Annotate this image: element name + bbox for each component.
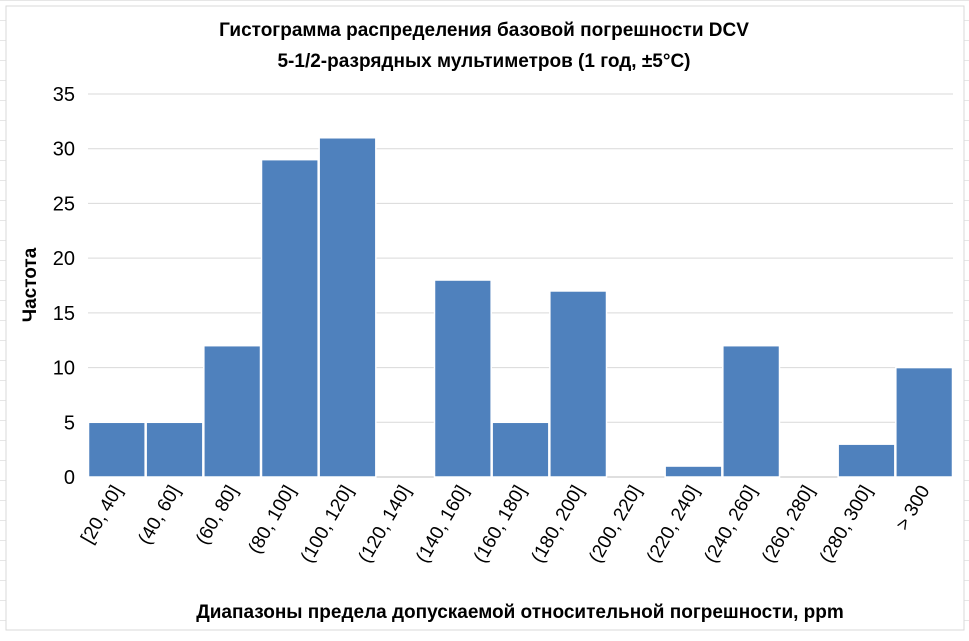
bar (491, 421, 550, 478)
bar (895, 366, 954, 478)
bar (549, 290, 608, 478)
bars (87, 137, 954, 478)
bar (722, 344, 781, 478)
y-tick-labels: 0 5 10 15 20 25 30 35 (53, 84, 75, 489)
bar (87, 421, 146, 478)
y-axis-label: Частота (20, 247, 41, 322)
chart-title-line-1: Гистограмма распределения базовой погреш… (219, 20, 749, 41)
y-tick-label: 5 (64, 412, 75, 434)
bar (260, 158, 319, 478)
y-tick-label: 25 (53, 193, 75, 215)
y-tick-label: 30 (53, 139, 75, 161)
bar (837, 443, 896, 478)
bar (318, 137, 377, 478)
y-tick-label: 20 (53, 248, 75, 270)
y-tick-label: 35 (53, 84, 75, 106)
bar (203, 344, 262, 478)
x-axis-label: Диапазоны предела допускаемой относитель… (196, 602, 844, 623)
bar (664, 465, 723, 478)
y-tick-label: 10 (53, 358, 75, 380)
y-tick-label: 15 (53, 303, 75, 325)
chart-title-line-2: 5-1/2-разрядных мультиметров (1 год, ±5°… (277, 51, 690, 72)
bar (145, 421, 204, 478)
bar (433, 279, 492, 478)
y-tick-label: 0 (64, 467, 75, 489)
